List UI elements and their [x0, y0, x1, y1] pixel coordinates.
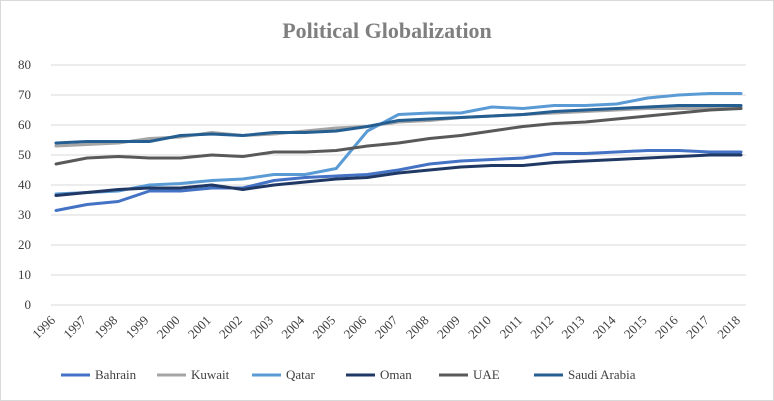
- series-line-oman: [54, 153, 743, 197]
- y-tick-label: 20: [18, 237, 31, 252]
- x-axis: 1996 1997 1998 1999 2000 2001 2002 2003 2004 2005…: [29, 312, 743, 341]
- x-tick-label: 1997: [60, 312, 89, 341]
- y-tick-label: 60: [18, 117, 31, 132]
- x-tick-label: 2008: [403, 313, 432, 342]
- x-tick-label: 2009: [434, 313, 463, 342]
- x-tick-label: 2000: [154, 313, 183, 342]
- x-tick-label: 1996: [29, 312, 58, 341]
- x-tick-label: 2018: [714, 313, 743, 342]
- y-tick-label: 40: [18, 177, 31, 192]
- legend: Bahrain Kuwait Qatar Oman UAE Saudi Arabia: [61, 367, 636, 382]
- y-axis: 0 10 20 30 40 50 60 70 80: [18, 57, 31, 312]
- x-tick-label: 2007: [372, 312, 401, 341]
- series-line-bahrain: [54, 149, 743, 212]
- chart-title: Political Globalization: [282, 18, 492, 43]
- plot-area: [54, 92, 743, 212]
- y-tick-label: 10: [18, 267, 31, 282]
- x-tick-label: 2016: [652, 312, 681, 341]
- x-tick-label: 2015: [621, 313, 650, 342]
- y-tick-label: 0: [25, 297, 32, 312]
- series-line-qatar: [54, 92, 743, 196]
- legend-label: Kuwait: [191, 367, 230, 382]
- y-tick-label: 70: [18, 87, 31, 102]
- legend-label: Bahrain: [95, 367, 137, 382]
- legend-label: Qatar: [286, 367, 316, 382]
- x-tick-label: 2003: [247, 313, 276, 342]
- series-line-uae: [54, 107, 743, 166]
- x-tick-label: 1999: [123, 313, 152, 342]
- x-tick-label: 2002: [216, 313, 245, 342]
- y-tick-label: 50: [18, 147, 31, 162]
- legend-label: Oman: [380, 367, 412, 382]
- series-line-saudi-arabia: [54, 104, 743, 145]
- x-tick-label: 2013: [558, 313, 587, 342]
- x-tick-label: 2005: [309, 313, 338, 342]
- x-tick-label: 2006: [340, 312, 369, 341]
- x-tick-label: 2010: [465, 313, 494, 342]
- x-tick-label: 2004: [278, 312, 307, 341]
- x-tick-label: 1998: [91, 313, 120, 342]
- x-tick-label: 2017: [683, 312, 712, 341]
- legend-label: Saudi Arabia: [568, 367, 636, 382]
- y-tick-label: 30: [18, 207, 31, 222]
- x-tick-label: 2014: [590, 312, 619, 341]
- x-tick-label: 2001: [185, 313, 214, 342]
- legend-label: UAE: [473, 367, 500, 382]
- x-tick-label: 2012: [527, 313, 556, 342]
- y-tick-label: 80: [18, 57, 31, 72]
- x-tick-label: 2011: [497, 313, 526, 342]
